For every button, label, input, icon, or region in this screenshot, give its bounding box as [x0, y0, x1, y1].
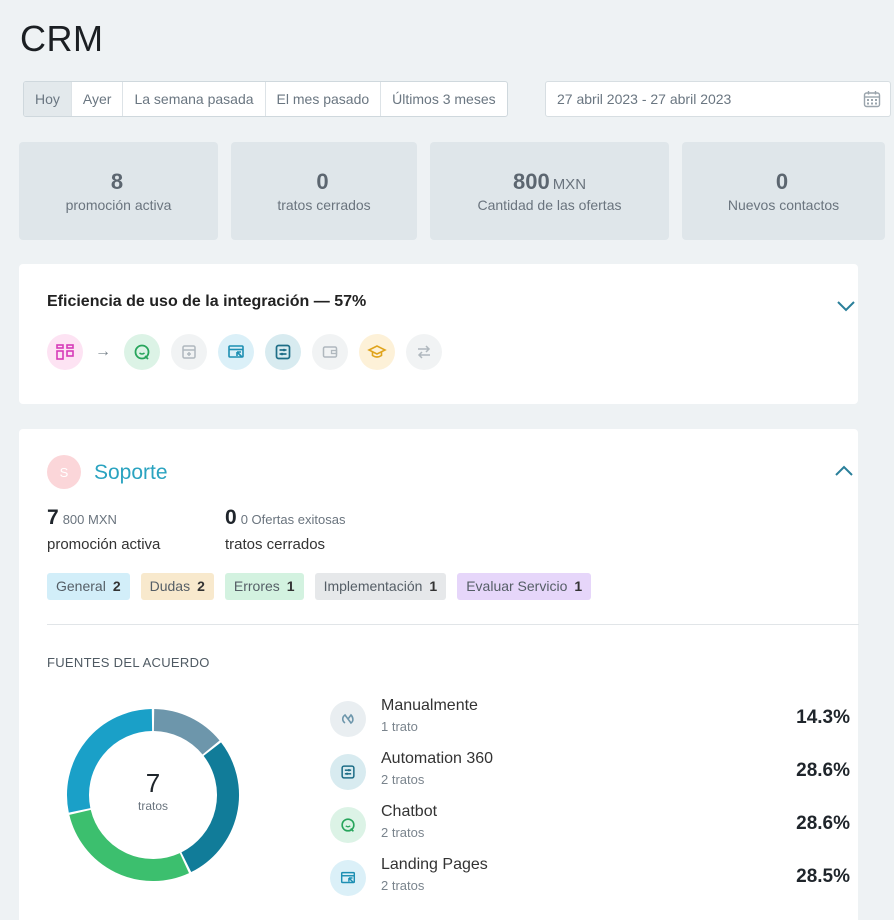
- chevron-down-icon[interactable]: [836, 300, 856, 312]
- integration-efficiency-card: Eficiencia de uso de la integración — 57…: [19, 264, 858, 404]
- metric-label: tratos cerrados: [225, 536, 326, 553]
- transfer-icon[interactable]: [406, 334, 442, 370]
- tag-evaluar-servicio[interactable]: Evaluar Servicio 1: [457, 573, 592, 600]
- stat-label: promoción activa: [65, 197, 172, 213]
- source-count: 1 trato: [381, 719, 418, 734]
- source-percent: 28.6%: [796, 813, 850, 834]
- chevron-up-icon[interactable]: [834, 465, 854, 477]
- calendar-icon[interactable]: [863, 90, 881, 108]
- source-count: 2 tratos: [381, 772, 425, 787]
- metric-amount: 800 MXN: [62, 512, 117, 527]
- chatbot-icon[interactable]: [124, 334, 160, 370]
- arrow-right-icon: →: [95, 343, 111, 360]
- tab-last-week[interactable]: La semana pasada: [123, 82, 266, 116]
- source-percent: 14.3%: [796, 707, 850, 728]
- graduation-cap-icon[interactable]: [359, 334, 395, 370]
- wallet-icon[interactable]: [312, 334, 348, 370]
- source-item-automation-360[interactable]: Automation 360 2 tratos 28.6%: [330, 750, 858, 796]
- metric-value: 0: [225, 506, 237, 529]
- stat-offers-amount[interactable]: 800 MXN Cantidad de las ofertas: [430, 142, 669, 240]
- date-range-field[interactable]: 27 abril 2023 - 27 abril 2023: [545, 81, 891, 117]
- tag-general[interactable]: General 2: [47, 573, 130, 600]
- tag-dudas[interactable]: Dudas 2: [140, 573, 214, 600]
- metric-value: 7: [47, 506, 59, 529]
- stat-value: 8: [110, 169, 124, 194]
- stage-tags: General 2 Dudas 2 Errores 1 Implementación 1…: [47, 573, 602, 600]
- landing-pages-icon: [330, 860, 366, 896]
- deal-sources-donut: [67, 709, 239, 881]
- hand-icon: [330, 701, 366, 737]
- metric-successful-offers: 0 Ofertas exitosas: [240, 512, 346, 527]
- donut-slice-3[interactable]: [69, 809, 190, 881]
- metric-label: promoción activa: [47, 536, 161, 553]
- tag-implementacion[interactable]: Implementación 1: [314, 573, 447, 600]
- stat-new-contacts[interactable]: 0 Nuevos contactos: [682, 142, 885, 240]
- source-name: Automation 360: [381, 750, 494, 767]
- tab-last-month[interactable]: El mes pasado: [266, 82, 382, 116]
- donut-slice-4[interactable]: [67, 709, 153, 813]
- automation-icon: [330, 754, 366, 790]
- page-title: CRM: [20, 18, 104, 59]
- source-percent: 28.5%: [796, 866, 850, 887]
- stat-label: Cantidad de las ofertas: [477, 197, 622, 213]
- date-range-tabs: Hoy Ayer La semana pasada El mes pasado …: [23, 81, 508, 117]
- donut-unit: tratos: [137, 799, 168, 813]
- date-range-value: 27 abril 2023 - 27 abril 2023: [557, 91, 732, 107]
- source-percent: 28.6%: [796, 760, 850, 781]
- automation-icon[interactable]: [265, 334, 301, 370]
- stat-value: 0: [316, 169, 329, 194]
- form-icon[interactable]: [171, 334, 207, 370]
- donut-total: 7: [145, 768, 161, 798]
- pipeline-title[interactable]: Soporte: [94, 461, 168, 484]
- stat-active-promotions[interactable]: 8 promoción activa: [19, 142, 218, 240]
- stat-value: 800: [512, 169, 550, 194]
- source-count: 2 tratos: [381, 825, 425, 840]
- stat-label: Nuevos contactos: [727, 197, 840, 213]
- stat-closed-deals[interactable]: 0 tratos cerrados: [231, 142, 417, 240]
- source-item-landing-pages[interactable]: Landing Pages 2 tratos 28.5%: [330, 856, 858, 902]
- source-name: Landing Pages: [381, 856, 488, 873]
- chatbot-icon: [330, 807, 366, 843]
- integration-icons: →: [47, 334, 453, 370]
- tag-errores[interactable]: Errores 1: [224, 573, 304, 600]
- crm-icon[interactable]: [47, 334, 83, 370]
- stat-unit: MXN: [552, 176, 587, 193]
- source-item-chatbot[interactable]: Chatbot 2 tratos 28.6%: [330, 803, 858, 849]
- donut-center: 7 tratos: [64, 768, 242, 813]
- source-name: Manualmente: [381, 697, 478, 714]
- donut-slice-2[interactable]: [181, 742, 239, 873]
- efficiency-title: Eficiencia de uso de la integración — 57…: [47, 293, 367, 310]
- tab-yesterday[interactable]: Ayer: [72, 82, 124, 116]
- divider: [47, 624, 859, 625]
- tab-last-3-months[interactable]: Últimos 3 meses: [392, 91, 496, 107]
- metric-active-promotions: 7 800 MXN promoción activa: [47, 506, 160, 553]
- pipeline-avatar: S: [47, 455, 81, 489]
- donut-slice-1[interactable]: [153, 709, 220, 755]
- source-name: Chatbot: [381, 803, 438, 820]
- landing-pages-icon[interactable]: [218, 334, 254, 370]
- source-count: 2 tratos: [381, 878, 425, 893]
- tab-today[interactable]: Hoy: [24, 82, 72, 116]
- source-item-manual[interactable]: Manualmente 1 trato 14.3%: [330, 697, 858, 743]
- stat-label: tratos cerrados: [277, 197, 371, 213]
- stat-value: 0: [775, 169, 789, 194]
- sources-title: FUENTES DEL ACUERDO: [47, 655, 210, 670]
